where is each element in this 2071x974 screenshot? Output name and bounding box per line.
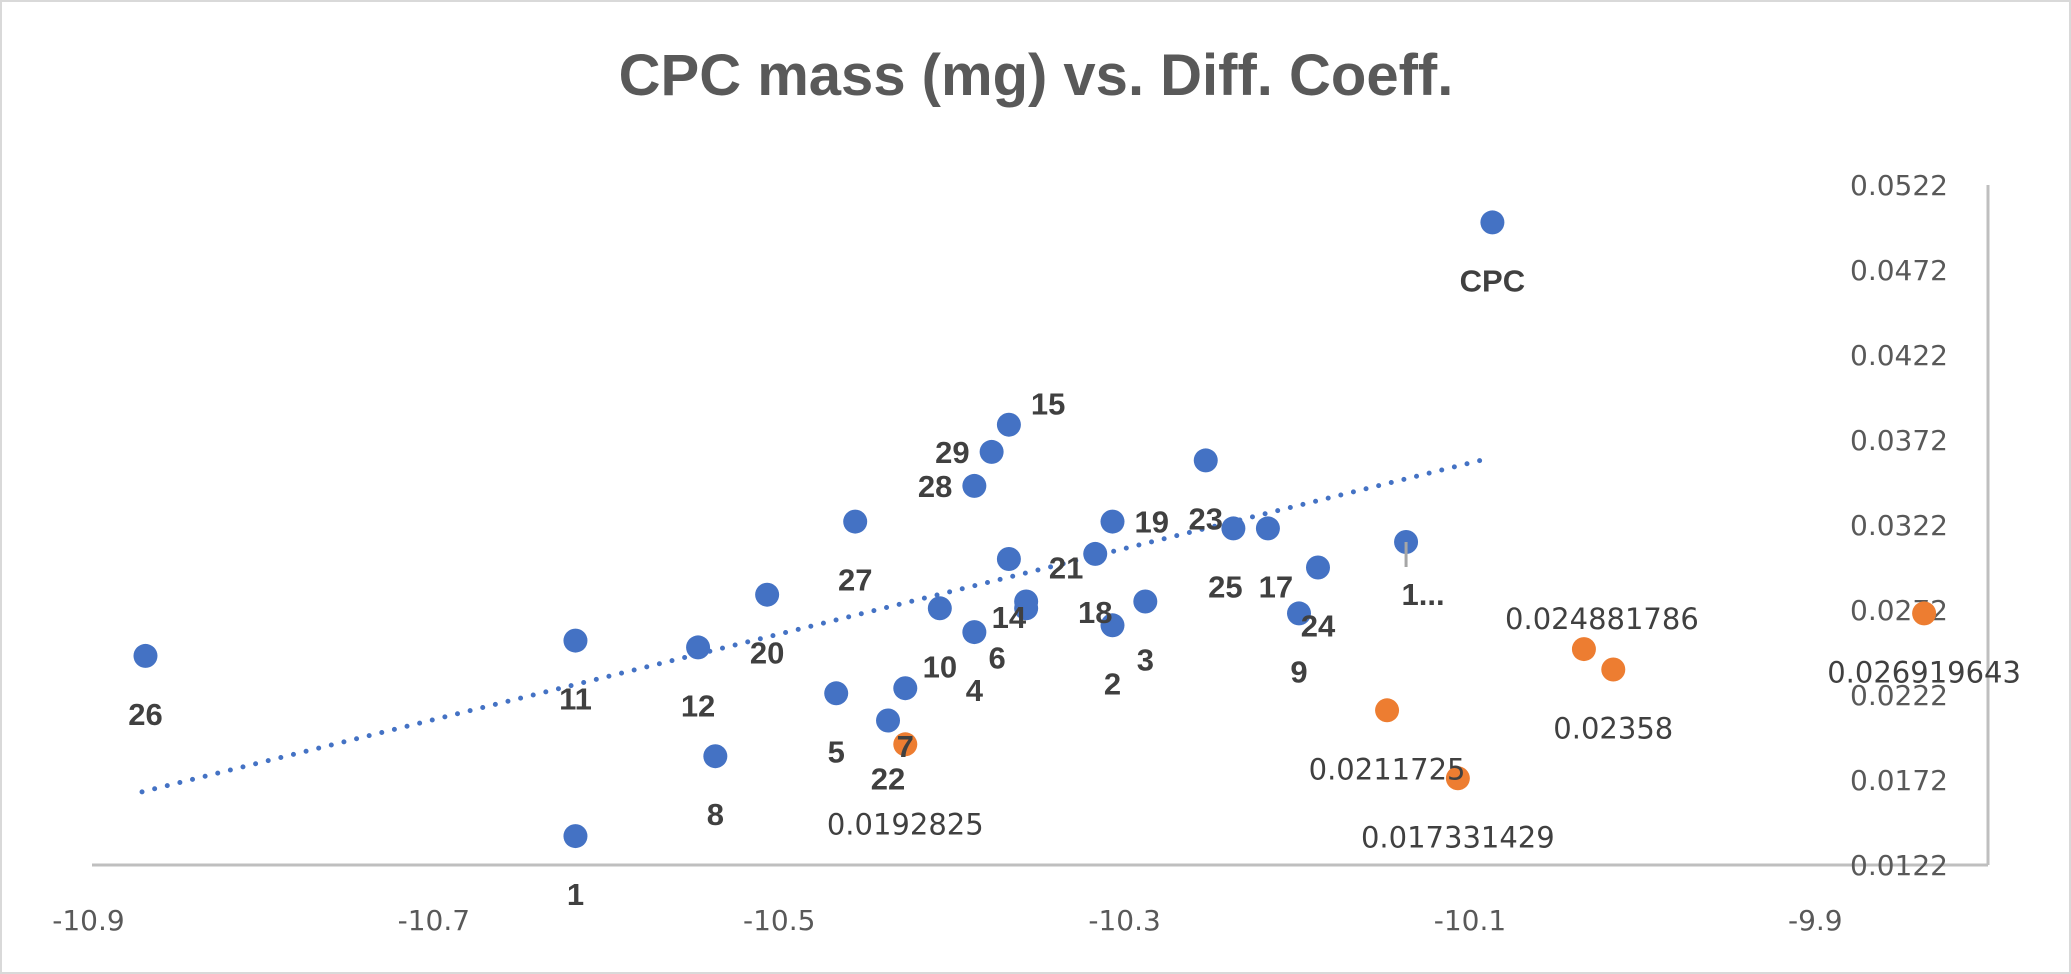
data-label: 25 [1208,569,1242,604]
y-tick-label: 0.0372 [1850,424,1948,457]
data-label: 5 [828,734,845,769]
data-label: 0.0192825 [827,807,984,841]
data-point-series1 [1100,613,1125,638]
y-tick-label: 0.0472 [1850,254,1948,287]
y-tick-label: 0.0422 [1850,339,1948,372]
y-tick-labels: 0.05220.04720.04220.03720.03220.02720.02… [1850,169,1948,882]
data-point-series2 [1445,766,1470,791]
data-point-series1 [1255,516,1280,541]
trendline-group [139,456,1490,795]
data-point-series1 [563,628,588,653]
data-label: 20 [750,636,784,671]
data-point-series1 [1305,555,1330,580]
data-point-series1 [962,473,987,498]
data-point-series1 [824,681,849,706]
x-tick-label: -9.9 [1788,904,1843,937]
data-label: 2 [1104,666,1121,701]
data-label: 0.026919643 [1827,655,2021,689]
chart-title: CPC mass (mg) vs. Diff. Coeff. [619,43,1454,108]
data-label: 28 [918,469,952,504]
x-tick-label: -10.7 [398,904,470,937]
data-label: 10 [923,649,957,684]
data-points [133,210,1937,849]
data-label: 15 [1031,387,1065,422]
data-point-series1 [563,824,588,849]
data-label: 8 [707,797,724,832]
data-point-series1 [962,620,987,645]
data-label: 12 [681,688,715,723]
y-tick-label: 0.0122 [1850,849,1948,882]
trendline [139,456,1490,795]
x-tick-labels: -10.9 -10.7 -10.5 -10.3 -10.1 -9.9 [52,904,1842,937]
data-point-series1 [686,635,711,660]
data-labels: 26 11112820275227104282915142161819232325… [128,263,2021,912]
data-point-series1 [996,412,1021,437]
data-label: 7 [897,729,914,764]
data-point-series1 [1100,509,1125,534]
data-label: CPC [1460,263,1525,298]
data-point-series1 [1193,448,1218,473]
data-label: 0.0211725 [1309,752,1466,786]
data-point-series1 [927,596,952,621]
data-label: 0.024881786 [1505,602,1699,636]
data-label: 21 [1049,551,1083,586]
data-point-series2 [1571,637,1596,662]
data-label: 26 [128,697,162,732]
data-label: 9 [1290,654,1307,689]
y-tick-label: 0.0222 [1850,679,1948,712]
y-tick-label: 0.0522 [1850,169,1948,202]
data-point-series1 [893,676,918,701]
x-tick-label: -10.3 [1088,904,1160,937]
data-point-series1 [1133,589,1158,614]
data-label: 19 [1135,505,1169,540]
data-label: 0.02358 [1553,712,1673,746]
data-label: 27 [838,563,872,598]
data-point-series1 [876,708,901,733]
data-label: 1... [1402,577,1445,612]
data-point-series1 [1480,210,1505,235]
data-point-series2 [1375,698,1400,723]
y-tick-label: 0.0172 [1850,764,1948,797]
data-label: 29 [935,435,969,470]
data-point-series1 [1286,601,1311,626]
data-label: 1 [567,877,584,912]
x-tick-label: -10.1 [1434,904,1506,937]
data-point-series1 [979,439,1004,464]
data-point-series1 [1083,541,1108,566]
data-point-series1 [703,744,728,769]
data-label: 6 [989,640,1006,675]
data-label: 3 [1137,643,1154,678]
y-tick-label: 0.0322 [1850,509,1948,542]
data-label: 4 [966,673,984,708]
data-label: 17 [1259,569,1293,604]
data-label: 24 [1301,609,1336,644]
data-point-series1 [996,547,1021,571]
data-point-series2 [893,732,918,757]
data-point-series1 [1014,596,1039,621]
data-label: 11 [559,682,592,717]
data-point-series1 [133,643,158,668]
data-label: 18 [1078,595,1112,630]
x-tick-label: -10.9 [52,904,124,937]
x-tick-label: -10.5 [743,904,815,937]
data-point-series2 [1912,601,1937,626]
data-label: 14 [992,600,1027,635]
data-label: 22 [871,762,905,797]
data-point-series1 [755,582,780,607]
data-point-series2 [1601,657,1626,682]
data-point-series1 [1221,516,1246,541]
data-label: 23 [1189,501,1223,536]
data-label: 0.017331429 [1361,820,1555,854]
data-point-series1 [843,509,868,534]
